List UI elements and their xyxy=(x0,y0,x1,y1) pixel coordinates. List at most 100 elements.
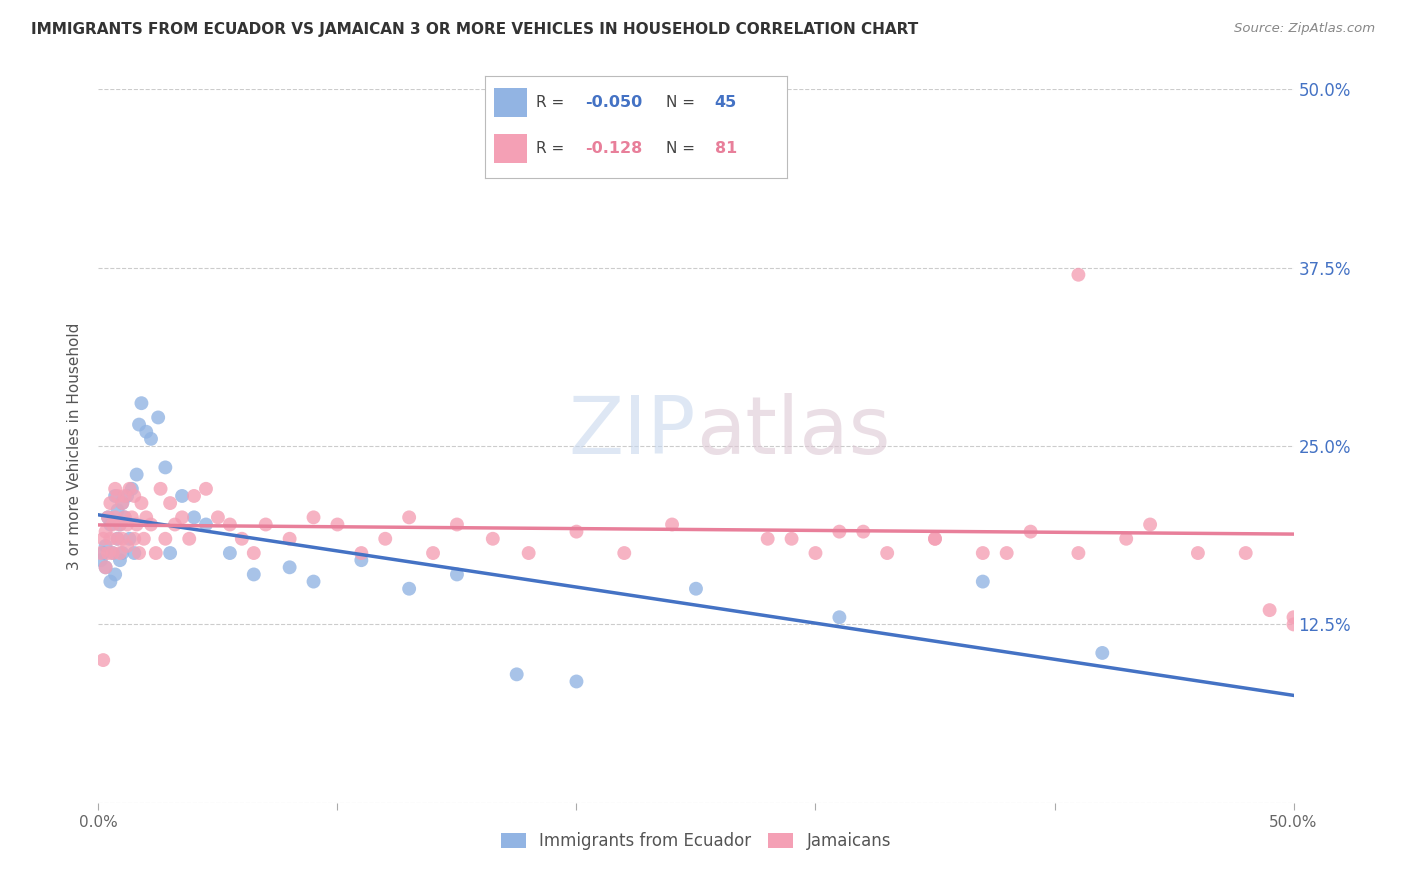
Point xyxy=(398,510,420,524)
Y-axis label: 3 or more Vehicles in Household: 3 or more Vehicles in Household xyxy=(67,322,83,570)
Point xyxy=(565,674,588,689)
Point xyxy=(195,482,218,496)
Point xyxy=(104,567,127,582)
Point xyxy=(149,482,172,496)
Point xyxy=(1067,268,1090,282)
Point xyxy=(124,489,146,503)
Point xyxy=(207,510,229,524)
Point xyxy=(828,524,851,539)
Bar xyxy=(494,135,527,163)
Text: N =: N = xyxy=(666,95,700,110)
Point xyxy=(90,546,112,560)
Point xyxy=(111,532,134,546)
Point xyxy=(565,524,588,539)
Point xyxy=(114,510,136,524)
Point xyxy=(148,410,170,425)
Text: 81: 81 xyxy=(714,141,737,156)
Point xyxy=(94,524,117,539)
Point xyxy=(111,546,134,560)
Point xyxy=(108,546,131,560)
Point xyxy=(972,574,994,589)
Point xyxy=(506,667,529,681)
Point xyxy=(172,510,194,524)
Point xyxy=(231,532,253,546)
Text: -0.050: -0.050 xyxy=(585,95,643,110)
Point xyxy=(219,546,242,560)
Point xyxy=(155,460,177,475)
Point xyxy=(91,653,114,667)
Point xyxy=(972,546,994,560)
Point xyxy=(1282,610,1305,624)
Point xyxy=(101,517,124,532)
Point xyxy=(124,546,146,560)
Point xyxy=(183,489,205,503)
Text: Source: ZipAtlas.com: Source: ZipAtlas.com xyxy=(1234,22,1375,36)
Point xyxy=(446,517,468,532)
Point xyxy=(1139,517,1161,532)
Point xyxy=(94,560,117,574)
Point xyxy=(163,517,186,532)
Point xyxy=(159,496,181,510)
Point xyxy=(139,517,162,532)
Point xyxy=(243,546,266,560)
Point xyxy=(302,574,325,589)
Point xyxy=(1187,546,1209,560)
Point xyxy=(98,574,122,589)
Point xyxy=(115,539,138,553)
Point xyxy=(101,546,124,560)
Point xyxy=(131,496,153,510)
Point xyxy=(107,532,129,546)
Point xyxy=(108,553,131,567)
Point xyxy=(995,546,1018,560)
Point xyxy=(924,532,946,546)
Point xyxy=(114,510,136,524)
Point xyxy=(104,489,127,503)
Point xyxy=(135,425,157,439)
Point xyxy=(756,532,779,546)
Point xyxy=(481,532,505,546)
Point xyxy=(118,532,141,546)
Point xyxy=(183,510,205,524)
Point xyxy=(91,532,114,546)
Text: R =: R = xyxy=(537,95,569,110)
Point xyxy=(91,546,114,560)
Point xyxy=(128,417,150,432)
Point xyxy=(90,553,112,567)
Point xyxy=(115,517,138,532)
Point xyxy=(97,546,120,560)
Point xyxy=(111,496,134,510)
Point xyxy=(114,489,136,503)
Point xyxy=(135,510,157,524)
Text: N =: N = xyxy=(666,141,700,156)
Point xyxy=(108,517,131,532)
Point xyxy=(155,532,177,546)
Point xyxy=(804,546,827,560)
Point xyxy=(97,510,120,524)
Point xyxy=(115,489,138,503)
Point xyxy=(446,567,468,582)
Bar xyxy=(494,88,527,117)
Point xyxy=(107,503,129,517)
Point xyxy=(254,517,277,532)
Text: atlas: atlas xyxy=(696,392,890,471)
Point xyxy=(780,532,803,546)
Point xyxy=(145,546,167,560)
Point xyxy=(422,546,444,560)
Point xyxy=(1091,646,1114,660)
Point xyxy=(108,517,131,532)
Point xyxy=(1115,532,1137,546)
Point xyxy=(924,532,946,546)
Point xyxy=(302,510,325,524)
Point xyxy=(613,546,636,560)
Point xyxy=(517,546,540,560)
Point xyxy=(132,532,155,546)
Point xyxy=(1234,546,1257,560)
Point xyxy=(661,517,683,532)
Point xyxy=(121,482,143,496)
Point xyxy=(374,532,396,546)
Point xyxy=(828,610,851,624)
Text: -0.128: -0.128 xyxy=(585,141,643,156)
Point xyxy=(1282,617,1305,632)
Point xyxy=(350,553,373,567)
Point xyxy=(104,482,127,496)
